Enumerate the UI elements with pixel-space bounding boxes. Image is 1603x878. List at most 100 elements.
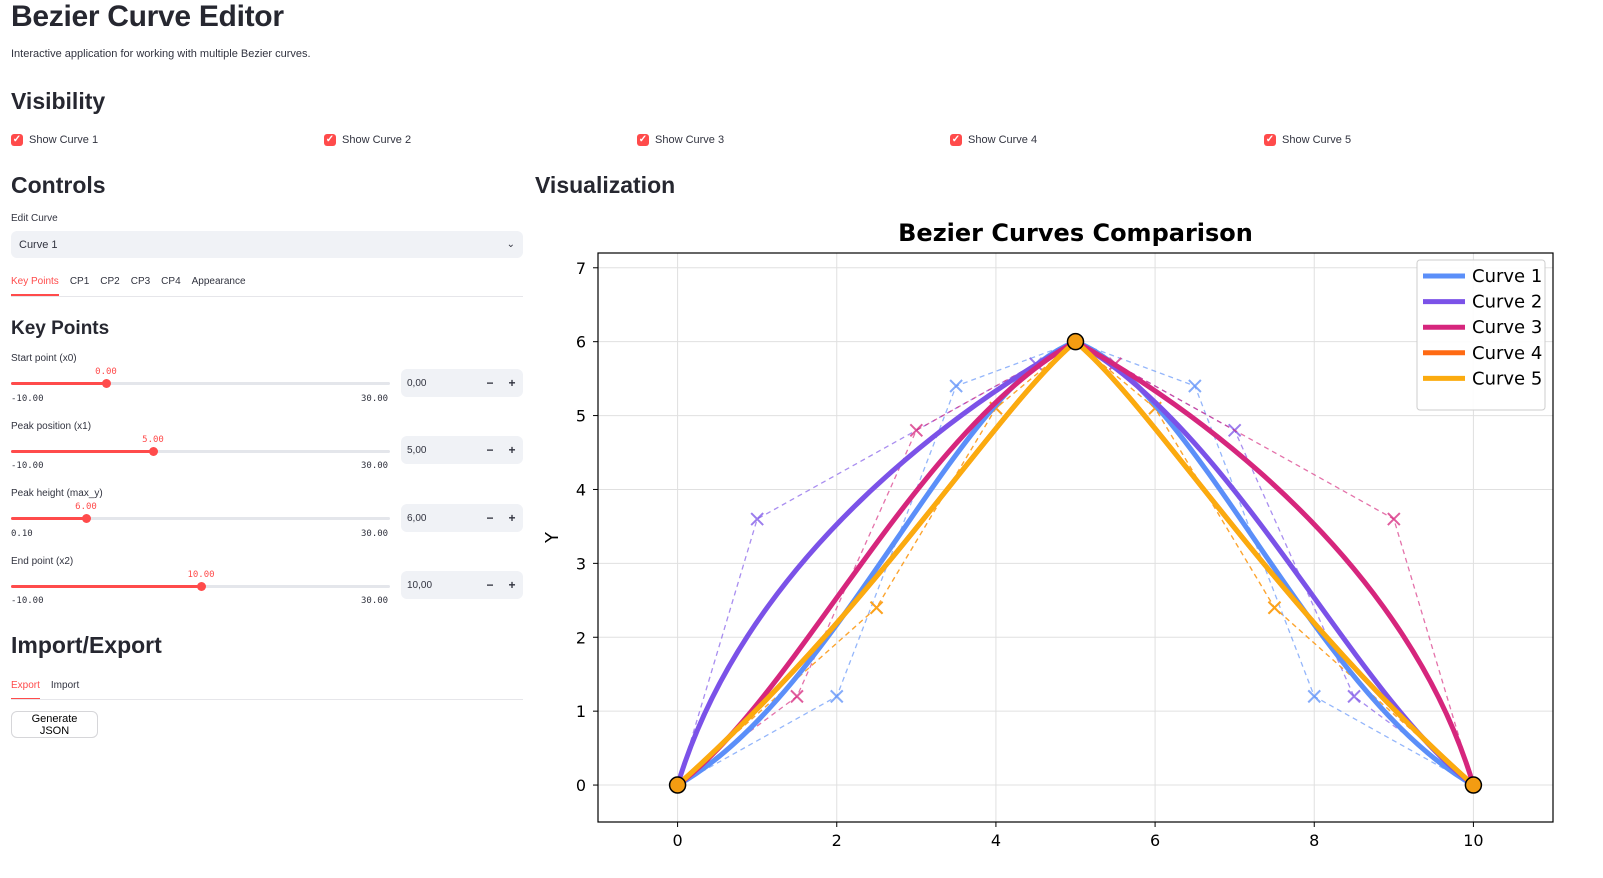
slider-label: End point (x2): [11, 556, 74, 567]
peak-position-input[interactable]: 5,00 − +: [401, 436, 523, 464]
slider-handle[interactable]: [197, 582, 206, 591]
show-curve-3-checkbox[interactable]: ✓ Show Curve 3: [637, 134, 724, 146]
decrement-button[interactable]: −: [486, 443, 494, 457]
decrement-button[interactable]: −: [486, 578, 494, 592]
import-export-tabs: Export Import: [11, 680, 90, 700]
checkbox-label: Show Curve 3: [655, 134, 725, 146]
control-point-stroke: [790, 689, 804, 704]
slider-handle[interactable]: [149, 447, 158, 456]
legend-label: Curve 1: [1472, 266, 1542, 287]
x-tick-label: 4: [991, 831, 1001, 850]
increment-button[interactable]: +: [508, 511, 516, 525]
slider-fill: [11, 450, 153, 453]
control-point-stroke: [1267, 600, 1282, 615]
tab-divider: [11, 296, 523, 297]
peak-height-input[interactable]: 6,00 − +: [401, 504, 523, 532]
tab-cp1[interactable]: CP1: [69, 276, 90, 287]
tab-import[interactable]: Import: [50, 680, 80, 691]
tab-export[interactable]: Export: [11, 680, 40, 700]
import-export-heading: Import/Export: [11, 632, 162, 658]
slider-value: 6.00: [75, 502, 97, 512]
page-title: Bezier Curve Editor: [11, 0, 284, 33]
control-point-marker: [830, 689, 844, 704]
y-tick-label: 3: [576, 554, 586, 573]
slider-handle[interactable]: [102, 379, 111, 388]
visualization-heading: Visualization: [535, 172, 676, 198]
start-point-slider[interactable]: 0.00: [11, 367, 390, 388]
decrement-button[interactable]: −: [486, 511, 494, 525]
control-point-marker: [869, 600, 884, 615]
number-value: 0,00: [407, 377, 427, 389]
control-polygon: [676, 341, 1076, 786]
visibility-heading: Visibility: [11, 88, 106, 114]
control-point-stroke: [1347, 689, 1361, 704]
checkmark-icon: ✓: [950, 134, 962, 146]
edit-curve-select[interactable]: Curve 1 ⌄: [11, 231, 523, 258]
control-polygon: [677, 341, 1076, 786]
decrement-button[interactable]: −: [486, 376, 494, 390]
end-point-slider[interactable]: 10.00: [11, 570, 390, 591]
slider-value: 0.00: [95, 367, 117, 377]
y-tick-label: 7: [576, 259, 586, 278]
control-point-stroke: [750, 512, 764, 526]
slider-max: 30.00: [361, 596, 389, 606]
number-value: 10,00: [407, 579, 433, 591]
y-axis-label: Y: [542, 531, 563, 544]
start-point-input[interactable]: 0,00 − +: [401, 369, 523, 397]
legend-label: Curve 2: [1472, 292, 1542, 313]
x-tick-label: 0: [672, 831, 682, 850]
checkmark-icon: ✓: [11, 134, 23, 146]
slider-label: Peak height (max_y): [11, 488, 103, 499]
control-point-stroke: [1387, 512, 1401, 526]
tab-cp4[interactable]: CP4: [161, 276, 181, 287]
number-value: 5,00: [407, 444, 427, 456]
control-point-marker: [1188, 379, 1202, 393]
control-point-marker: [1267, 600, 1282, 615]
generate-json-button[interactable]: Generate JSON: [11, 711, 98, 738]
slider-max: 30.00: [361, 529, 389, 539]
slider-fill: [11, 517, 86, 520]
checkmark-icon: ✓: [1264, 134, 1276, 146]
checkbox-label: Show Curve 4: [968, 134, 1038, 146]
increment-button[interactable]: +: [508, 443, 516, 457]
slider-handle[interactable]: [82, 514, 91, 523]
tab-appearance[interactable]: Appearance: [191, 276, 246, 287]
show-curve-4-checkbox[interactable]: ✓ Show Curve 4: [950, 134, 1037, 146]
bezier-chart: Bezier Curves Comparison 0 2 4 6 8 10 0 1 2 3 4 5 6 7 Y…: [542, 219, 1554, 850]
controls-heading: Controls: [11, 172, 106, 198]
slider-fill: [11, 382, 106, 385]
key-point-marker: [1464, 776, 1483, 794]
legend-label: Curve 4: [1472, 343, 1542, 364]
peak-position-slider[interactable]: 5.00: [11, 435, 390, 456]
checkbox-label: Show Curve 2: [342, 134, 412, 146]
increment-button[interactable]: +: [508, 578, 516, 592]
control-point-stroke: [909, 423, 924, 438]
slider-min: -10.00: [11, 394, 44, 404]
control-point-stroke: [830, 689, 844, 704]
key-point-marker: [668, 776, 687, 794]
show-curve-1-checkbox[interactable]: ✓ Show Curve 1: [11, 134, 98, 146]
y-tick-label: 6: [576, 333, 586, 352]
chart-title: Bezier Curves Comparison: [898, 219, 1253, 247]
slider-max: 30.00: [361, 461, 389, 471]
show-curve-2-checkbox[interactable]: ✓ Show Curve 2: [324, 134, 411, 146]
increment-button[interactable]: +: [508, 376, 516, 390]
key-point-marker: [1066, 332, 1085, 351]
control-point-marker: [790, 689, 804, 704]
control-point-marker: [1307, 689, 1321, 704]
slider-value: 5.00: [142, 435, 164, 445]
control-point-stroke: [1307, 689, 1321, 704]
show-curve-5-checkbox[interactable]: ✓ Show Curve 5: [1264, 134, 1351, 146]
tab-key-points[interactable]: Key Points: [11, 276, 59, 296]
slider-fill: [11, 585, 201, 588]
plot-frame: [597, 252, 1554, 823]
checkbox-label: Show Curve 1: [29, 134, 99, 146]
legend-box: [1416, 259, 1546, 411]
x-tick-label: 2: [832, 831, 842, 850]
checkbox-label: Show Curve 5: [1282, 134, 1352, 146]
tab-cp2[interactable]: CP2: [100, 276, 120, 287]
peak-height-slider[interactable]: 6.00: [11, 502, 390, 523]
end-point-input[interactable]: 10,00 − +: [401, 571, 523, 599]
tab-cp3[interactable]: CP3: [130, 276, 151, 287]
slider-min: -10.00: [11, 461, 44, 471]
